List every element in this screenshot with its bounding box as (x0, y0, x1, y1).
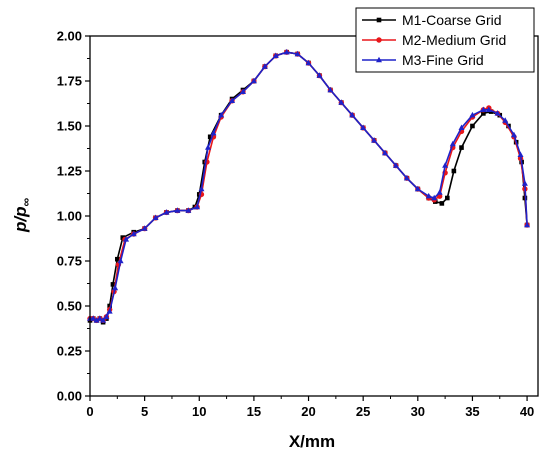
data-point (445, 196, 450, 201)
y-tick-label: 1.00 (57, 209, 82, 224)
legend-swatch-marker (377, 18, 382, 23)
y-tick-label: 0.00 (57, 389, 82, 404)
y-tick-label: 0.75 (57, 254, 82, 269)
y-tick-label: 1.50 (57, 119, 82, 134)
series-line (90, 52, 527, 322)
x-tick-label: 15 (247, 404, 261, 419)
series-2 (87, 50, 529, 324)
legend-label: M3-Fine Grid (402, 52, 484, 68)
x-tick-label: 10 (192, 404, 206, 419)
x-tick-label: 0 (86, 404, 93, 419)
series-line (90, 52, 527, 320)
x-tick-label: 35 (465, 404, 479, 419)
series-3 (87, 49, 530, 323)
series-layer (87, 49, 530, 325)
data-point (452, 169, 457, 174)
y-tick-label: 1.25 (57, 164, 82, 179)
legend: M1-Coarse Grid M2-Medium Grid M3-Fine Grid (356, 8, 534, 72)
x-tick-label: 5 (141, 404, 148, 419)
y-tick-label: 2.00 (57, 29, 82, 44)
y-axis-title-main: p/p (11, 207, 30, 234)
legend-swatch-marker (376, 37, 381, 42)
y-tick-label: 0.25 (57, 344, 82, 359)
data-point (440, 201, 445, 206)
y-axis-title: p/p∞ (11, 198, 33, 234)
y-tick-label: 1.75 (57, 74, 82, 89)
x-axis-title: X/mm (289, 432, 335, 451)
data-point (459, 145, 464, 150)
series-line (90, 52, 527, 320)
series-1 (88, 50, 530, 325)
x-tick-label: 25 (356, 404, 370, 419)
y-tick-label: 0.50 (57, 299, 82, 314)
x-tick-label: 20 (301, 404, 315, 419)
x-tick-label: 40 (520, 404, 534, 419)
data-point (470, 124, 475, 129)
legend-label: M2-Medium Grid (402, 32, 506, 48)
legend-label: M1-Coarse Grid (402, 12, 502, 28)
x-tick-label: 30 (411, 404, 425, 419)
y-axis-title-sub: ∞ (19, 198, 33, 207)
